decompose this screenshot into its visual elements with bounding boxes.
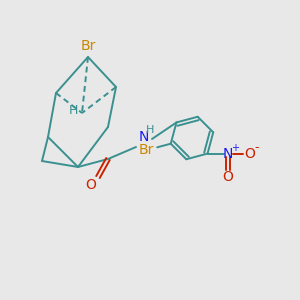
- Text: H: H: [146, 125, 154, 135]
- Text: O: O: [222, 169, 233, 184]
- Text: Br: Br: [139, 143, 154, 157]
- Text: O: O: [244, 147, 255, 160]
- Text: O: O: [85, 178, 96, 192]
- Text: Br: Br: [80, 39, 96, 53]
- Text: N: N: [222, 147, 233, 160]
- Text: H: H: [68, 104, 78, 118]
- Text: N: N: [139, 130, 149, 144]
- Text: +: +: [231, 142, 239, 153]
- Text: -: -: [254, 141, 259, 154]
